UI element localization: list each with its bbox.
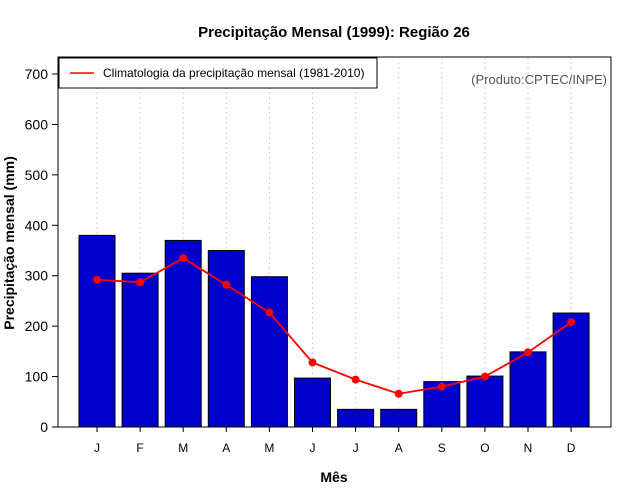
x-tick-label: M: [264, 441, 274, 455]
climatology-point: [351, 375, 360, 384]
bar-n-11: [509, 351, 547, 428]
x-tick-label: F: [136, 441, 143, 455]
climatology-point: [394, 389, 403, 398]
bar-a-8: [380, 408, 418, 428]
bar-m-3: [164, 239, 202, 428]
x-tick-label: D: [567, 441, 576, 455]
x-tick-label: M: [178, 441, 188, 455]
y-tick-label: 100: [25, 369, 49, 385]
chart-title: Precipitação Mensal (1999): Região 26: [198, 24, 470, 41]
legend-label: Climatologia da precipitação mensal (198…: [103, 66, 364, 80]
bar-m-5: [250, 276, 288, 428]
x-tick-label: A: [395, 441, 403, 455]
climatology-line-series: [93, 254, 576, 398]
y-tick-label: 600: [25, 116, 49, 132]
bar-f-2: [121, 272, 159, 428]
legend: Climatologia da precipitação mensal (198…: [58, 57, 378, 89]
climatology-point: [567, 318, 576, 327]
x-tick-label: S: [438, 441, 446, 455]
y-axis: 0 100 200 300 400 500 600 700: [25, 66, 58, 435]
x-tick-label: J: [353, 441, 359, 455]
plot-frame: [57, 56, 612, 428]
bar-j-1: [78, 234, 116, 428]
y-tick-label: 700: [25, 66, 49, 82]
y-tick-label: 500: [25, 167, 49, 183]
x-tick-label: O: [480, 441, 489, 455]
climatology-point: [222, 280, 231, 289]
climatology-point: [136, 278, 145, 287]
legend-box: [58, 57, 378, 89]
y-tick-label: 300: [25, 268, 49, 284]
y-tick-label: 200: [25, 318, 49, 334]
bar-d-12: [552, 312, 590, 428]
climatology-point: [524, 348, 532, 357]
x-tick-label: N: [524, 441, 533, 455]
source-annotation: (Produto:CPTEC/INPE): [471, 72, 607, 87]
bar-j-7: [337, 408, 375, 428]
climatology-line: [96, 257, 572, 395]
y-tick-label: 0: [40, 419, 48, 435]
bar-j-6: [294, 377, 331, 428]
climatology-point: [437, 382, 446, 391]
x-axis-label: Mês: [320, 469, 347, 485]
bar-o-10: [466, 375, 504, 428]
x-tick-label: J: [310, 441, 316, 455]
x-tick-label: A: [222, 441, 230, 455]
climatology-point: [179, 254, 188, 263]
grid-lines: [96, 57, 572, 427]
climatology-point: [93, 275, 101, 284]
bar-a-4: [207, 250, 245, 428]
y-axis-label: Precipitação mensal (mm): [1, 156, 17, 330]
x-tick-label: J: [94, 441, 100, 455]
climatology-point: [480, 372, 489, 381]
climatology-point: [308, 358, 317, 367]
climatology-point: [265, 308, 274, 317]
y-tick-label: 400: [25, 217, 49, 233]
bar-series: [78, 234, 590, 428]
